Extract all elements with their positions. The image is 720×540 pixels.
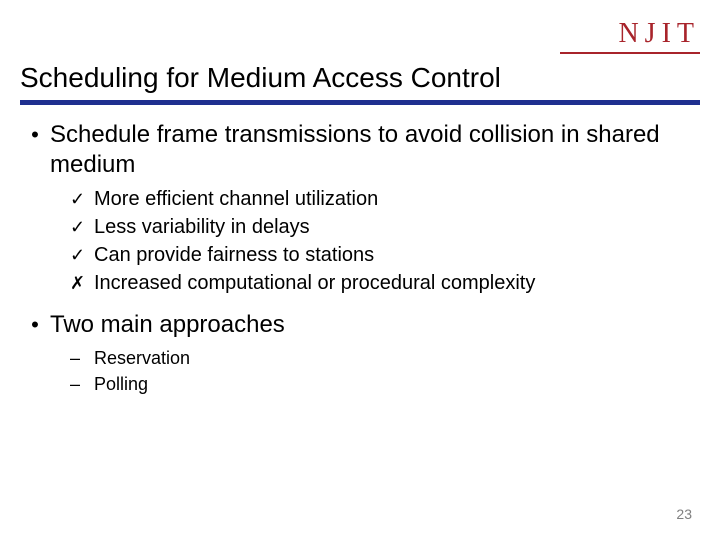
cross-icon: ✗ <box>70 270 94 296</box>
bullet-item: • Schedule frame transmissions to avoid … <box>20 120 700 180</box>
sub-item: – Polling <box>70 372 700 396</box>
sub-item: ✓ More efficient channel utilization <box>70 186 700 212</box>
sub-item: ✗ Increased computational or procedural … <box>70 270 700 296</box>
sub-list: ✓ More efficient channel utilization ✓ L… <box>70 186 700 296</box>
check-icon: ✓ <box>70 242 94 268</box>
bullet-dot-icon: • <box>20 120 50 150</box>
check-icon: ✓ <box>70 214 94 240</box>
sub-text: Less variability in delays <box>94 214 310 240</box>
sub-text: Can provide fairness to stations <box>94 242 374 268</box>
sub-text: Reservation <box>94 346 190 370</box>
check-icon: ✓ <box>70 186 94 212</box>
slide-title: Scheduling for Medium Access Control <box>20 62 501 94</box>
dash-icon: – <box>70 346 94 370</box>
bullet-text: Two main approaches <box>50 310 285 340</box>
sub-text: Increased computational or procedural co… <box>94 270 535 296</box>
title-rule <box>20 100 700 105</box>
bullet-text: Schedule frame transmissions to avoid co… <box>50 120 700 180</box>
sub-item: ✓ Less variability in delays <box>70 214 700 240</box>
page-number: 23 <box>676 506 692 522</box>
bullet-dot-icon: • <box>20 310 50 340</box>
sub-list: – Reservation – Polling <box>70 346 700 396</box>
logo: NJIT <box>618 18 700 50</box>
dash-icon: – <box>70 372 94 396</box>
sub-item: – Reservation <box>70 346 700 370</box>
logo-underline <box>560 52 700 54</box>
slide-content: • Schedule frame transmissions to avoid … <box>20 120 700 410</box>
sub-item: ✓ Can provide fairness to stations <box>70 242 700 268</box>
sub-text: More efficient channel utilization <box>94 186 378 212</box>
bullet-item: • Two main approaches <box>20 310 700 340</box>
sub-text: Polling <box>94 372 148 396</box>
